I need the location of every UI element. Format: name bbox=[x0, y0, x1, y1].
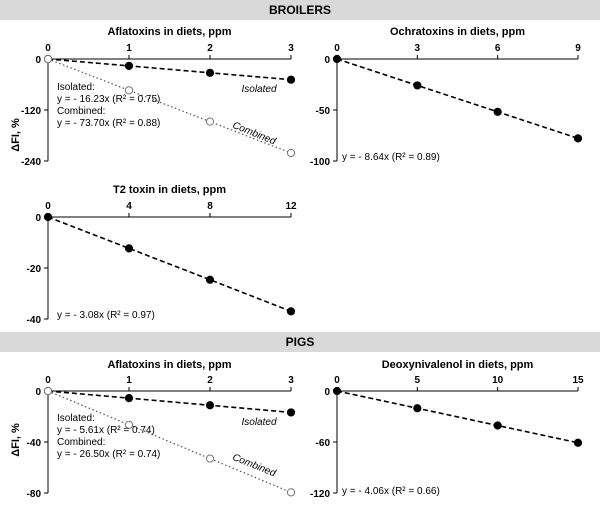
x-tick-label: 8 bbox=[207, 201, 213, 212]
data-point bbox=[124, 86, 134, 95]
chart-pigs-aflatoxins: Aflatoxins in diets, ppm 0 1 2 3 0 -40 -80 Isola… bbox=[27, 359, 296, 500]
section-header-pigs: PIGS bbox=[0, 332, 600, 352]
regression-equation: Isolated: bbox=[57, 413, 95, 424]
y-tick-label: -40 bbox=[27, 438, 42, 449]
series-label: Combined bbox=[231, 120, 278, 147]
x-tick-label: 0 bbox=[45, 201, 51, 212]
regression-equation: y = - 8.64x (R² = 0.89) bbox=[342, 152, 440, 163]
section-header-broilers: BROILERS bbox=[0, 0, 600, 20]
x-tick-label: 0 bbox=[45, 375, 51, 386]
data-point bbox=[573, 134, 583, 143]
data-point bbox=[205, 117, 215, 126]
regression-equation: y = - 26.50x (R² = 0.74) bbox=[57, 449, 160, 460]
x-tick-label: 1 bbox=[126, 43, 132, 54]
regression-equation: Combined: bbox=[57, 437, 105, 448]
x-tick-label: 2 bbox=[207, 43, 213, 54]
data-point bbox=[286, 307, 296, 316]
regression-equation: y = - 4.06x (R² = 0.66) bbox=[342, 486, 440, 497]
y-tick-label: -40 bbox=[27, 315, 42, 326]
y-tick-label: 0 bbox=[324, 387, 330, 398]
data-point bbox=[124, 420, 134, 429]
chart-title: Aflatoxins in diets, ppm bbox=[107, 26, 231, 38]
series-label: Combined bbox=[231, 452, 278, 479]
data-point bbox=[205, 401, 215, 410]
chart-title: Deoxynivalenol in diets, ppm bbox=[382, 359, 534, 371]
data-point bbox=[493, 421, 502, 430]
y-tick-label: 0 bbox=[35, 55, 41, 66]
y-tick-label: -60 bbox=[316, 438, 331, 449]
data-point bbox=[286, 148, 296, 158]
series-line bbox=[47, 216, 292, 313]
data-point bbox=[205, 275, 215, 284]
y-tick-label: 0 bbox=[35, 387, 41, 398]
chart-title: Aflatoxins in diets, ppm bbox=[107, 359, 231, 371]
regression-equation: y = - 16.23x (R² = 0.75) bbox=[57, 94, 160, 105]
data-point bbox=[286, 488, 296, 497]
x-tick-label: 15 bbox=[572, 375, 584, 386]
data-point bbox=[332, 386, 342, 396]
data-point bbox=[205, 68, 215, 77]
x-tick-label: 12 bbox=[285, 201, 297, 212]
data-point bbox=[286, 408, 296, 417]
data-point bbox=[205, 454, 215, 463]
y-axis-label-broilers: ΔFI, % bbox=[10, 118, 22, 152]
regression-equation: y = - 5.61x (R² = 0.74) bbox=[57, 425, 155, 436]
x-tick-label: 0 bbox=[45, 43, 51, 54]
y-tick-label: -20 bbox=[27, 264, 42, 275]
chart-pigs-deoxynivalenol: Deoxynivalenol in diets, ppm 0 5 10 15 0 -60 -1… bbox=[310, 359, 584, 500]
series-label: Isolated bbox=[241, 84, 276, 95]
regression-equation: Combined: bbox=[57, 106, 105, 117]
series-line bbox=[47, 58, 292, 154]
x-tick-label: 3 bbox=[288, 375, 294, 386]
chart-title: T2 toxin in diets, ppm bbox=[113, 184, 226, 196]
x-tick-label: 0 bbox=[334, 43, 340, 54]
regression-equation: y = - 73.70x (R² = 0.88) bbox=[57, 118, 160, 129]
x-tick-label: 3 bbox=[415, 43, 421, 54]
series-line bbox=[47, 58, 292, 81]
x-tick-label: 9 bbox=[575, 43, 581, 54]
x-tick-label: 6 bbox=[495, 43, 501, 54]
chart-broilers-ochratoxins: Ochratoxins in diets, ppm 0 3 6 9 0 -50 -100 y =… bbox=[310, 26, 583, 168]
chart-title: Ochratoxins in diets, ppm bbox=[390, 26, 525, 38]
chart-broilers-t2: T2 toxin in diets, ppm 0 4 8 12 0 -20 -40 y = - … bbox=[27, 184, 297, 326]
y-tick-label: -120 bbox=[310, 489, 330, 500]
data-point bbox=[43, 54, 53, 64]
y-tick-label: 0 bbox=[35, 213, 41, 224]
data-point bbox=[286, 75, 296, 84]
x-tick-label: 2 bbox=[207, 375, 213, 386]
data-point bbox=[332, 54, 342, 64]
x-tick-label: 5 bbox=[415, 375, 421, 386]
y-tick-label: -50 bbox=[316, 106, 331, 117]
y-tick-label: -80 bbox=[27, 489, 42, 500]
data-point bbox=[413, 81, 422, 90]
data-point bbox=[124, 244, 134, 253]
y-axis-label-pigs: ΔFI, % bbox=[10, 423, 22, 457]
series-line bbox=[336, 390, 579, 444]
data-point bbox=[124, 61, 134, 70]
x-tick-label: 1 bbox=[126, 375, 132, 386]
data-point bbox=[43, 386, 53, 396]
y-tick-label: 0 bbox=[324, 55, 330, 66]
data-point bbox=[493, 107, 502, 116]
x-tick-label: 0 bbox=[334, 375, 340, 386]
x-tick-label: 4 bbox=[126, 201, 132, 212]
chart-broilers-aflatoxins: Aflatoxins in diets, ppm 0 1 2 3 0 -120 -240 Iso… bbox=[21, 26, 296, 168]
x-tick-label: 3 bbox=[288, 43, 294, 54]
y-tick-label: -120 bbox=[21, 106, 41, 117]
regression-equation: y = - 3.08x (R² = 0.97) bbox=[57, 310, 155, 321]
series-line bbox=[47, 390, 292, 414]
data-point bbox=[413, 404, 422, 413]
y-tick-label: -240 bbox=[21, 157, 41, 168]
data-point bbox=[43, 212, 53, 222]
x-tick-label: 10 bbox=[492, 375, 504, 386]
data-point bbox=[124, 394, 134, 403]
series-label: Isolated bbox=[241, 417, 276, 428]
series-line bbox=[336, 58, 579, 140]
y-tick-label: -100 bbox=[310, 157, 330, 168]
regression-equation: Isolated: bbox=[57, 82, 95, 93]
data-point bbox=[573, 438, 583, 447]
